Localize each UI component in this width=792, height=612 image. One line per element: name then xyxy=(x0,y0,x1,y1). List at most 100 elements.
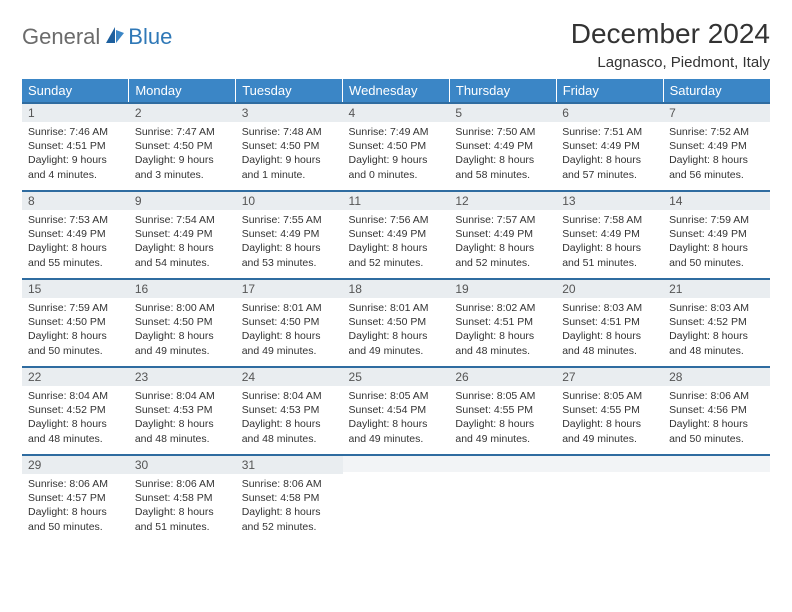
location-label: Lagnasco, Piedmont, Italy xyxy=(571,54,770,71)
daylight-line-1: Daylight: 8 hours xyxy=(562,153,657,167)
sunset-line: Sunset: 4:51 PM xyxy=(455,315,550,329)
daylight-line-1: Daylight: 8 hours xyxy=(455,241,550,255)
weekday-header: Tuesday xyxy=(236,79,343,102)
header: General Blue December 2024 Lagnasco, Pie… xyxy=(22,18,770,71)
daylight-line-1: Daylight: 8 hours xyxy=(455,153,550,167)
daylight-line-1: Daylight: 8 hours xyxy=(669,153,764,167)
day-number: 10 xyxy=(236,190,343,210)
daylight-line-2: and 55 minutes. xyxy=(28,256,123,270)
day-number: 16 xyxy=(129,278,236,298)
sunrise-line: Sunrise: 8:04 AM xyxy=(242,389,337,403)
weekday-header: Thursday xyxy=(449,79,556,102)
daylight-line-2: and 49 minutes. xyxy=(455,432,550,446)
day-cell: 19Sunrise: 8:02 AMSunset: 4:51 PMDayligh… xyxy=(449,278,556,366)
weekday-header: Monday xyxy=(129,79,236,102)
day-cell: 23Sunrise: 8:04 AMSunset: 4:53 PMDayligh… xyxy=(129,366,236,454)
day-cell: 13Sunrise: 7:58 AMSunset: 4:49 PMDayligh… xyxy=(556,190,663,278)
day-number: 8 xyxy=(22,190,129,210)
sunrise-line: Sunrise: 8:06 AM xyxy=(135,477,230,491)
day-cell: 21Sunrise: 8:03 AMSunset: 4:52 PMDayligh… xyxy=(663,278,770,366)
daylight-line-2: and 50 minutes. xyxy=(28,344,123,358)
daylight-line-1: Daylight: 8 hours xyxy=(242,505,337,519)
daylight-line-2: and 48 minutes. xyxy=(135,432,230,446)
day-body: Sunrise: 8:03 AMSunset: 4:52 PMDaylight:… xyxy=(663,298,770,362)
daylight-line-1: Daylight: 8 hours xyxy=(242,417,337,431)
day-cell: 6Sunrise: 7:51 AMSunset: 4:49 PMDaylight… xyxy=(556,102,663,190)
sunset-line: Sunset: 4:51 PM xyxy=(28,139,123,153)
weekday-header: Saturday xyxy=(663,79,770,102)
empty-cell xyxy=(449,454,556,542)
empty-cell xyxy=(556,454,663,542)
day-cell: 16Sunrise: 8:00 AMSunset: 4:50 PMDayligh… xyxy=(129,278,236,366)
daylight-line-1: Daylight: 8 hours xyxy=(562,417,657,431)
day-cell: 27Sunrise: 8:05 AMSunset: 4:55 PMDayligh… xyxy=(556,366,663,454)
daylight-line-2: and 4 minutes. xyxy=(28,168,123,182)
sunrise-line: Sunrise: 8:05 AM xyxy=(349,389,444,403)
daylight-line-1: Daylight: 8 hours xyxy=(562,329,657,343)
sunset-line: Sunset: 4:52 PM xyxy=(669,315,764,329)
daylight-line-1: Daylight: 8 hours xyxy=(349,417,444,431)
daylight-line-1: Daylight: 8 hours xyxy=(669,417,764,431)
day-cell: 31Sunrise: 8:06 AMSunset: 4:58 PMDayligh… xyxy=(236,454,343,542)
day-body: Sunrise: 7:47 AMSunset: 4:50 PMDaylight:… xyxy=(129,122,236,186)
week-row: 29Sunrise: 8:06 AMSunset: 4:57 PMDayligh… xyxy=(22,454,770,542)
day-body: Sunrise: 8:00 AMSunset: 4:50 PMDaylight:… xyxy=(129,298,236,362)
week-row: 15Sunrise: 7:59 AMSunset: 4:50 PMDayligh… xyxy=(22,278,770,366)
sunrise-line: Sunrise: 8:05 AM xyxy=(455,389,550,403)
sunset-line: Sunset: 4:50 PM xyxy=(135,139,230,153)
sunset-line: Sunset: 4:55 PM xyxy=(562,403,657,417)
day-body: Sunrise: 8:03 AMSunset: 4:51 PMDaylight:… xyxy=(556,298,663,362)
sunrise-line: Sunrise: 7:49 AM xyxy=(349,125,444,139)
title-block: December 2024 Lagnasco, Piedmont, Italy xyxy=(571,18,770,71)
day-number: 7 xyxy=(663,102,770,122)
daylight-line-1: Daylight: 8 hours xyxy=(135,241,230,255)
daylight-line-2: and 49 minutes. xyxy=(349,344,444,358)
sunset-line: Sunset: 4:49 PM xyxy=(455,227,550,241)
daylight-line-2: and 52 minutes. xyxy=(455,256,550,270)
daylight-line-1: Daylight: 8 hours xyxy=(135,505,230,519)
day-body: Sunrise: 7:59 AMSunset: 4:49 PMDaylight:… xyxy=(663,210,770,274)
daylight-line-2: and 53 minutes. xyxy=(242,256,337,270)
sunset-line: Sunset: 4:53 PM xyxy=(135,403,230,417)
sunrise-line: Sunrise: 8:05 AM xyxy=(562,389,657,403)
day-number: 25 xyxy=(343,366,450,386)
day-number: 17 xyxy=(236,278,343,298)
day-body: Sunrise: 7:59 AMSunset: 4:50 PMDaylight:… xyxy=(22,298,129,362)
logo-text-general: General xyxy=(22,24,100,50)
sunset-line: Sunset: 4:50 PM xyxy=(242,315,337,329)
daylight-line-2: and 48 minutes. xyxy=(669,344,764,358)
day-number: 21 xyxy=(663,278,770,298)
empty-day-header xyxy=(449,454,556,472)
day-body: Sunrise: 7:57 AMSunset: 4:49 PMDaylight:… xyxy=(449,210,556,274)
daylight-line-1: Daylight: 8 hours xyxy=(562,241,657,255)
weekday-header: Sunday xyxy=(22,79,129,102)
sunset-line: Sunset: 4:49 PM xyxy=(669,139,764,153)
sunrise-line: Sunrise: 7:51 AM xyxy=(562,125,657,139)
daylight-line-2: and 49 minutes. xyxy=(349,432,444,446)
sunset-line: Sunset: 4:49 PM xyxy=(28,227,123,241)
sunset-line: Sunset: 4:52 PM xyxy=(28,403,123,417)
day-number: 4 xyxy=(343,102,450,122)
day-cell: 8Sunrise: 7:53 AMSunset: 4:49 PMDaylight… xyxy=(22,190,129,278)
day-cell: 2Sunrise: 7:47 AMSunset: 4:50 PMDaylight… xyxy=(129,102,236,190)
day-body: Sunrise: 7:55 AMSunset: 4:49 PMDaylight:… xyxy=(236,210,343,274)
day-cell: 24Sunrise: 8:04 AMSunset: 4:53 PMDayligh… xyxy=(236,366,343,454)
day-cell: 20Sunrise: 8:03 AMSunset: 4:51 PMDayligh… xyxy=(556,278,663,366)
day-cell: 28Sunrise: 8:06 AMSunset: 4:56 PMDayligh… xyxy=(663,366,770,454)
day-body: Sunrise: 8:06 AMSunset: 4:57 PMDaylight:… xyxy=(22,474,129,538)
day-body: Sunrise: 7:46 AMSunset: 4:51 PMDaylight:… xyxy=(22,122,129,186)
daylight-line-1: Daylight: 9 hours xyxy=(242,153,337,167)
day-cell: 17Sunrise: 8:01 AMSunset: 4:50 PMDayligh… xyxy=(236,278,343,366)
sunrise-line: Sunrise: 7:53 AM xyxy=(28,213,123,227)
daylight-line-2: and 3 minutes. xyxy=(135,168,230,182)
day-number: 9 xyxy=(129,190,236,210)
empty-cell xyxy=(663,454,770,542)
day-cell: 14Sunrise: 7:59 AMSunset: 4:49 PMDayligh… xyxy=(663,190,770,278)
daylight-line-2: and 52 minutes. xyxy=(349,256,444,270)
daylight-line-2: and 50 minutes. xyxy=(28,520,123,534)
day-body: Sunrise: 8:02 AMSunset: 4:51 PMDaylight:… xyxy=(449,298,556,362)
day-cell: 30Sunrise: 8:06 AMSunset: 4:58 PMDayligh… xyxy=(129,454,236,542)
sunset-line: Sunset: 4:50 PM xyxy=(349,139,444,153)
sunrise-line: Sunrise: 8:06 AM xyxy=(242,477,337,491)
logo: General Blue xyxy=(22,18,172,50)
